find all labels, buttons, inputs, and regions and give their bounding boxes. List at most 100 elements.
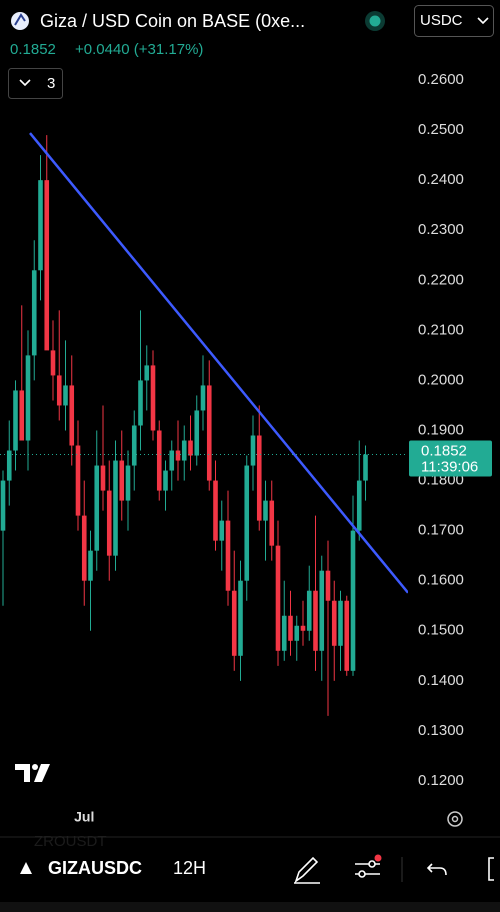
candle-body	[163, 470, 168, 491]
candle-body	[88, 550, 93, 581]
candle-body	[288, 615, 293, 641]
settings-icon[interactable]	[447, 811, 463, 827]
tv-logo-dot	[32, 764, 38, 770]
candle-body	[113, 460, 118, 556]
candle-body	[275, 545, 281, 651]
candle-body	[256, 435, 262, 521]
y-tick-label: 0.2200	[418, 271, 464, 288]
symbol-logo[interactable]	[20, 862, 32, 874]
y-tick-label: 0.1200	[418, 772, 464, 789]
notification-dot	[374, 854, 382, 862]
tv-logo	[15, 764, 50, 782]
y-tick-label: 0.2600	[418, 71, 464, 88]
currency-label: USDC	[420, 12, 463, 29]
toolbar: GIZAUSDC 12H	[20, 854, 494, 884]
candle-body	[69, 385, 75, 446]
undo-button[interactable]	[426, 863, 447, 876]
candle-body	[306, 590, 312, 631]
candle-body	[175, 450, 181, 461]
slider-knob	[358, 870, 366, 878]
y-tick-label: 0.1700	[418, 522, 464, 539]
candle-body	[63, 385, 68, 406]
candle-body	[225, 520, 231, 591]
candle-body	[244, 465, 250, 581]
candle-body	[231, 590, 237, 656]
candle-body	[281, 615, 287, 651]
price-tag-countdown: 11:39:06	[421, 459, 478, 476]
x-tick-label: Jul	[74, 809, 94, 825]
y-tick-label: 0.1400	[418, 672, 464, 689]
candle-body	[313, 590, 318, 651]
candle-body	[219, 520, 225, 541]
candle-body	[250, 435, 256, 466]
candle-body	[119, 460, 125, 501]
interval-button[interactable]: 12H	[173, 858, 206, 878]
candle-body	[106, 490, 112, 556]
candle-body	[44, 180, 50, 351]
candle-body	[138, 380, 143, 426]
candle-body	[269, 500, 275, 546]
candle-body	[38, 180, 43, 271]
candle-body	[81, 515, 87, 581]
candle-body	[19, 390, 25, 441]
candle-body	[131, 425, 137, 466]
toolbar-bg	[0, 836, 500, 912]
symbol-button[interactable]: GIZAUSDC	[48, 858, 142, 878]
candle-body	[325, 570, 331, 601]
y-tick-label: 0.2500	[418, 121, 464, 138]
candle-body	[25, 355, 31, 441]
candle-body	[13, 390, 18, 451]
symbol-title[interactable]: Giza / USD Coin on BASE (0xe...	[40, 11, 305, 31]
price-change: +0.0440 (+31.17%)	[75, 41, 203, 58]
indicator-settings[interactable]	[355, 860, 380, 878]
candle-body	[169, 450, 175, 471]
candle-body	[144, 365, 150, 381]
candle-body	[300, 625, 306, 631]
drawing-tool[interactable]	[294, 856, 320, 884]
candle-body	[294, 625, 300, 641]
fullscreen-button[interactable]	[488, 857, 494, 881]
candle-body	[350, 530, 356, 671]
slider-knob	[368, 860, 376, 868]
candle-body	[0, 480, 6, 531]
market-status-dot	[369, 15, 381, 27]
candle-body	[188, 440, 193, 456]
price-tag	[409, 440, 492, 477]
price-tag-value: 0.1852	[421, 443, 467, 460]
candle-body	[356, 480, 362, 531]
bottom-strip	[0, 902, 500, 912]
candle-body	[200, 385, 206, 411]
candle-body	[194, 410, 200, 456]
header: Giza / USD Coin on BASE (0xe... USDC 0.1…	[8, 5, 494, 99]
candle-body	[206, 385, 212, 481]
y-tick-label: 0.1300	[418, 722, 464, 739]
settings-icon-core	[451, 815, 459, 823]
candle-body	[100, 465, 106, 491]
last-price: 0.1852	[10, 41, 56, 58]
candle-body	[125, 465, 131, 501]
token-logo[interactable]	[11, 12, 29, 30]
candle-body	[6, 450, 12, 481]
tv-logo-v	[34, 764, 50, 782]
y-tick-label: 0.1600	[418, 572, 464, 589]
y-tick-label: 0.2000	[418, 371, 464, 388]
indicators-toggle[interactable]	[8, 68, 63, 99]
candle-body	[338, 600, 343, 646]
indicator-count: 3	[47, 75, 55, 92]
candle-body	[344, 600, 350, 671]
candle-body	[56, 375, 62, 406]
y-tick-label: 0.2400	[418, 171, 464, 188]
candle-body	[213, 480, 218, 541]
token-logo-mark	[14, 13, 26, 26]
candle-body	[319, 570, 325, 651]
candle-body	[156, 430, 162, 491]
candle-body	[94, 465, 100, 551]
currency-button[interactable]	[414, 5, 494, 37]
candle-body	[50, 350, 56, 376]
indicators-caret	[19, 79, 31, 87]
currency-caret	[477, 17, 489, 25]
y-tick-label: 0.1500	[418, 622, 464, 639]
trendline	[29, 132, 408, 594]
candle-body	[238, 580, 243, 656]
